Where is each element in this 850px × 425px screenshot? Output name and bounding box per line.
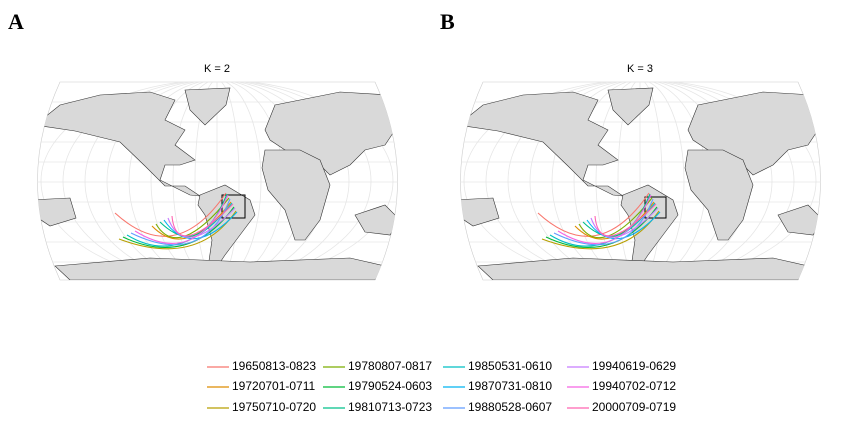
panel-title: K = 3 [627, 63, 653, 75]
trajectory [159, 193, 228, 237]
trajectory [557, 194, 652, 244]
trajectory [582, 193, 651, 237]
legend-label: 19750710-0720 [232, 400, 316, 414]
legend-label: 19940702-0712 [592, 379, 676, 393]
world-map [0, 80, 430, 282]
world-map [423, 80, 850, 282]
legend-label: 19790524-0603 [348, 379, 432, 393]
legend-label: 19720701-0711 [232, 379, 316, 393]
legend-label: 20000709-0719 [592, 400, 676, 414]
panel-label: B [440, 9, 455, 34]
legend-label: 19940619-0629 [592, 359, 676, 373]
legend-label: 19780807-0817 [348, 359, 432, 373]
trajectory [167, 207, 236, 238]
panel-title: K = 2 [204, 63, 230, 75]
trajectory [163, 211, 238, 240]
trajectory [134, 194, 229, 244]
panel-label: A [8, 9, 24, 34]
legend-label: 19650813-0823 [232, 359, 316, 373]
legend-label: 19880528-0607 [468, 400, 552, 414]
legend-label: 19870731-0810 [468, 379, 552, 393]
trajectory [586, 211, 661, 240]
trajectory [114, 192, 227, 237]
trajectory [537, 192, 650, 237]
trajectory [590, 207, 659, 238]
legend-label: 19810713-0723 [348, 400, 432, 414]
legend-label: 19850531-0610 [468, 359, 552, 373]
trajectory [594, 203, 657, 237]
trajectory [171, 203, 234, 237]
